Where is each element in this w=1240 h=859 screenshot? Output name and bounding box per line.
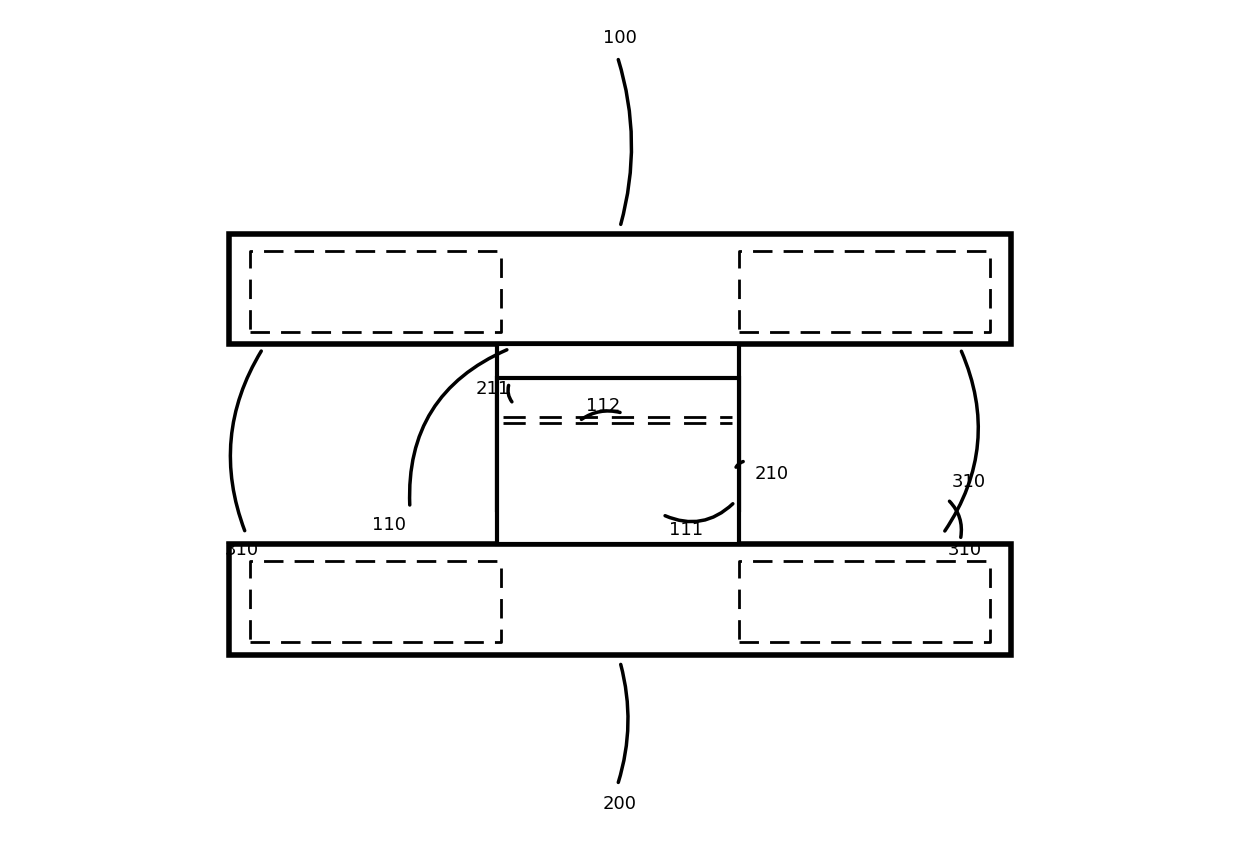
Bar: [228, 234, 1012, 344]
Text: 310: 310: [947, 541, 982, 559]
Bar: [497, 379, 739, 545]
Text: 211: 211: [475, 380, 510, 398]
Bar: [497, 344, 739, 510]
Text: 310: 310: [224, 541, 258, 559]
Text: 100: 100: [603, 29, 637, 47]
Bar: [228, 545, 1012, 655]
Text: 111: 111: [670, 521, 703, 539]
Text: 210: 210: [754, 465, 789, 483]
Text: 112: 112: [587, 397, 620, 415]
Text: 310: 310: [952, 473, 986, 491]
Text: 110: 110: [372, 515, 405, 533]
Text: 200: 200: [603, 795, 637, 813]
